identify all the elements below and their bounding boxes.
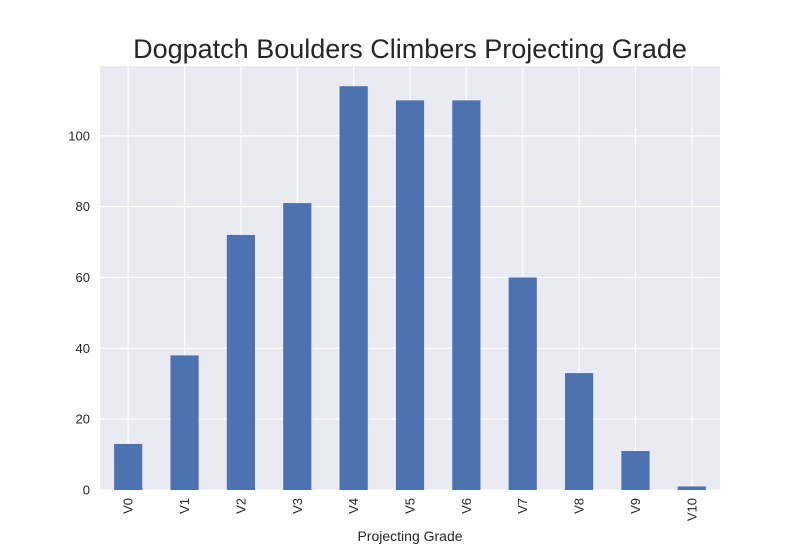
x-axis-label: Projecting Grade bbox=[357, 528, 462, 544]
y-axis-ticks: 0 20 40 60 80 100 bbox=[68, 128, 90, 497]
bar-v6 bbox=[452, 100, 481, 491]
y-tick-label: 0 bbox=[83, 483, 90, 498]
x-tick-label-v6: V6 bbox=[459, 498, 474, 514]
bar-v5 bbox=[395, 100, 425, 491]
y-tick-label: 20 bbox=[76, 412, 90, 427]
x-tick-label-v8: V8 bbox=[572, 498, 587, 514]
x-tick-label-v7: V7 bbox=[515, 498, 530, 514]
y-tick-label: 100 bbox=[68, 128, 90, 143]
bar-v2 bbox=[226, 234, 255, 490]
x-tick-label-v3: V3 bbox=[290, 498, 305, 514]
y-tick-label: 80 bbox=[76, 199, 90, 214]
x-axis-ticks: V0 V1 V2 V3 V4 V5 V6 V7 V8 V9 V10 bbox=[121, 498, 700, 521]
x-tick-label-v4: V4 bbox=[346, 498, 361, 514]
bar-v3 bbox=[283, 203, 312, 490]
bar-v1 bbox=[170, 355, 199, 490]
x-tick-label-v1: V1 bbox=[177, 498, 192, 514]
y-tick-label: 60 bbox=[76, 270, 90, 285]
bar-v4 bbox=[339, 86, 368, 490]
chart-title: Dogpatch Boulders Climbers Projecting Gr… bbox=[133, 34, 687, 64]
bar-v9 bbox=[621, 451, 650, 490]
bar-v0 bbox=[114, 443, 143, 490]
bar-v8 bbox=[565, 373, 594, 490]
x-tick-label-v10: V10 bbox=[684, 498, 699, 521]
bar-v7 bbox=[508, 277, 537, 490]
bar-v10 bbox=[677, 486, 706, 490]
x-tick-label-v9: V9 bbox=[628, 498, 643, 514]
x-tick-label-v0: V0 bbox=[121, 498, 136, 514]
bars bbox=[114, 86, 706, 491]
x-tick-label-v5: V5 bbox=[403, 498, 418, 514]
x-tick-label-v2: V2 bbox=[233, 498, 248, 514]
y-tick-label: 40 bbox=[76, 341, 90, 356]
